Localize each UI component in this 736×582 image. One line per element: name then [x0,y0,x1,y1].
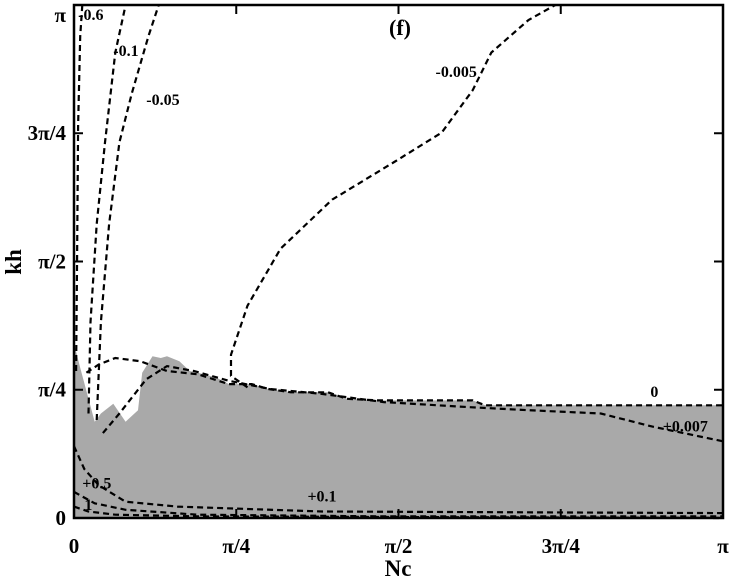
x-tick-label: π/4 [222,534,250,558]
contour-lines [72,4,724,520]
x-axis-label: Nc [385,556,412,581]
contour-label-plusminus-0-5: +0.5 [82,476,111,493]
contour-label-minus-0-1: -0.1 [113,43,138,60]
x-tick-label: 3π/4 [542,534,581,558]
contour-line-minus-0-6 [75,4,84,372]
contour-label-minus-0-005: -0.005 [436,64,477,81]
contour-line-1 [73,505,724,520]
y-tick-label: 3π/4 [28,121,67,145]
axis-ticks: 0 π/4 π/2 3π/4 π 0 π/4 π/2 3π/4 π [28,3,730,558]
contour-line-plusminus-0-007 [102,364,724,443]
y-tick-label: π [54,3,66,27]
contour-line-0 [85,356,723,407]
plot-area [74,343,723,518]
x-tick-label: 0 [69,534,80,558]
contour-label-minus-0-6: -0.6 [78,7,103,24]
contour-line-plusminus-0-5 [73,490,723,518]
contour-line-plusminus-0-1 [72,445,724,515]
panel-label: (f) [389,15,411,40]
y-axis-label: kh [1,249,26,275]
x-tick-label: π [717,534,729,558]
contour-labels: 0 1 +0.007 -0.005 -0.05 -0.1 -0.6 +0.1 +0.5 [78,7,708,514]
shaded-region [74,343,723,518]
contour-line-minus-0-05 [95,4,160,421]
contour-label-plusminus-0-1: +0.1 [307,489,336,506]
y-tick-label: π/4 [38,378,66,402]
contour-label-1: 1 [84,497,92,514]
contour-line-minus-0-005 [229,4,556,389]
contour-line-minus-0-1 [87,4,127,414]
y-tick-label: 0 [56,506,67,530]
x-tick-label: π/2 [385,534,413,558]
contour-label-0: 0 [650,384,658,401]
y-tick-label: π/2 [38,249,66,273]
contour-label-plusminus-0-007: +0.007 [663,418,708,435]
contour-label-minus-0-05: -0.05 [146,92,179,109]
